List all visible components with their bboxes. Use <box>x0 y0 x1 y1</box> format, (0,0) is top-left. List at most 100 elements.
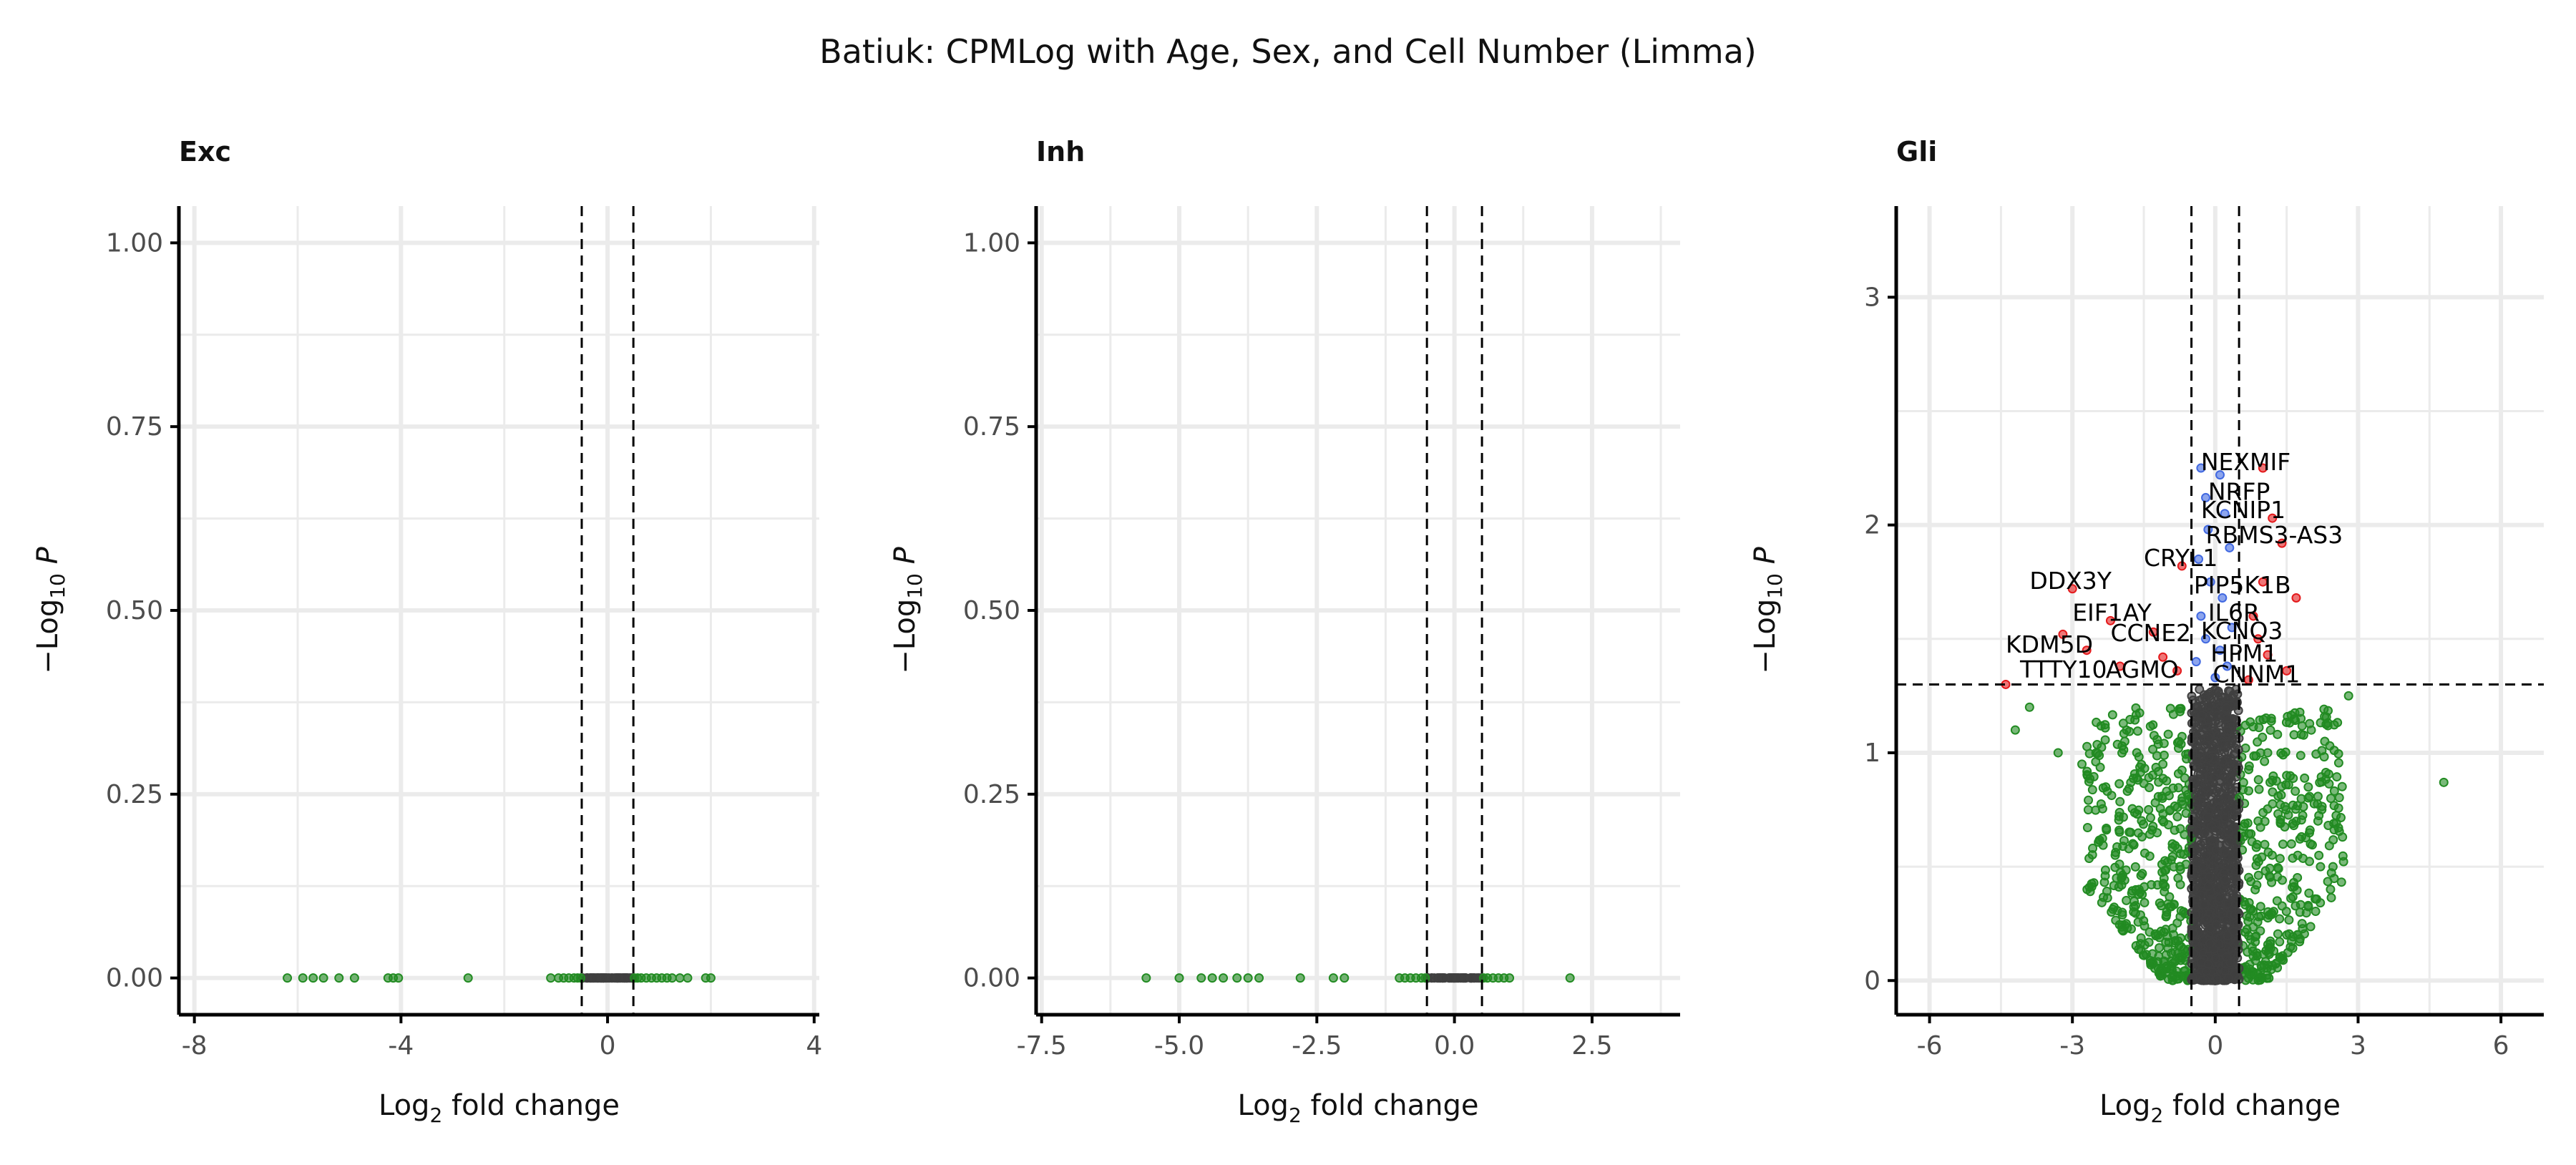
point-log2fc <box>2321 767 2331 777</box>
point-log2fc <box>2250 884 2260 895</box>
point-log2fc <box>2248 975 2258 985</box>
x-tick-label: 4 <box>806 1031 822 1061</box>
point-log2fc <box>2102 887 2112 897</box>
point-log2fc <box>2119 736 2129 746</box>
point-ns <box>2203 882 2213 892</box>
point-ns <box>2198 862 2208 872</box>
x-tick-label: 6 <box>2493 1031 2509 1061</box>
point-log2fc <box>2326 892 2336 902</box>
point-log2fc <box>2124 844 2134 854</box>
point-log2fc <box>2276 748 2286 758</box>
gene-label: KDM5D <box>2006 630 2093 658</box>
point-log2fc <box>2253 775 2263 785</box>
point-log2fc <box>2168 975 2178 985</box>
point-log2fc <box>2297 919 2307 929</box>
point-p-and-log2fc <box>2282 666 2292 676</box>
point-log2fc <box>1328 973 1338 983</box>
point-ns <box>2203 959 2213 969</box>
point-log2fc <box>2265 863 2275 873</box>
point-log2fc <box>2252 854 2262 864</box>
point-log2fc <box>2132 748 2142 758</box>
point-log2fc <box>2268 799 2278 809</box>
point-ns <box>2218 739 2228 749</box>
point-log2fc <box>2283 780 2293 790</box>
point-log2fc <box>2172 966 2182 976</box>
point-log2fc <box>1340 973 1350 983</box>
gene-label: HPM1 <box>2210 640 2278 668</box>
point-log2fc <box>2338 832 2348 842</box>
point-ns <box>2197 711 2207 721</box>
point-log2fc <box>2130 862 2140 872</box>
point-log2fc <box>2295 907 2305 917</box>
point-p <box>2205 577 2215 587</box>
point-log2fc <box>2167 958 2177 968</box>
point-log2fc <box>1232 973 1242 983</box>
y-axis-title: −Log10 P <box>31 546 69 673</box>
point-log2fc <box>2084 795 2094 805</box>
point-log2fc <box>2273 962 2283 973</box>
point-log2fc <box>2301 833 2311 843</box>
point-ns <box>2207 744 2218 754</box>
point-p <box>2194 554 2204 564</box>
point-ns <box>2218 924 2228 934</box>
point-log2fc <box>2253 816 2263 826</box>
point-ns <box>2199 765 2209 775</box>
point-log2fc <box>298 973 308 983</box>
point-log2fc <box>2162 932 2172 942</box>
point-log2fc <box>2304 888 2314 898</box>
point-log2fc <box>2024 702 2034 712</box>
point-ns <box>2203 715 2213 725</box>
gene-label: RBMS3-AS3 <box>2206 521 2343 549</box>
point-log2fc <box>2285 718 2295 728</box>
point-ns <box>2231 841 2241 851</box>
point-p <box>2227 623 2237 633</box>
point-log2fc <box>2243 916 2253 926</box>
point-log2fc <box>2275 937 2285 947</box>
point-log2fc <box>2265 871 2275 881</box>
point-log2fc <box>2100 723 2110 733</box>
point-log2fc <box>1420 973 1430 983</box>
points <box>2001 463 2449 985</box>
point-ns <box>2214 857 2224 867</box>
point-ns <box>2192 756 2202 766</box>
point-log2fc <box>2119 875 2129 885</box>
point-ns <box>2207 799 2218 809</box>
point-log2fc <box>2091 748 2101 758</box>
gene-label: CCNE2 <box>2110 619 2191 647</box>
point-ns <box>2187 691 2197 701</box>
point-log2fc <box>2439 777 2449 787</box>
point-log2fc <box>2124 827 2135 837</box>
point-ns <box>2200 828 2210 838</box>
point-ns <box>2214 939 2224 949</box>
y-tick-label: 1.00 <box>106 228 163 258</box>
point-log2fc <box>2251 751 2261 761</box>
point-log2fc <box>2176 739 2186 749</box>
point-log2fc <box>318 973 328 983</box>
point-log2fc <box>2306 725 2316 735</box>
point-log2fc <box>2146 960 2156 970</box>
point-log2fc <box>2131 710 2141 720</box>
point-p-and-log2fc <box>2268 513 2278 523</box>
gene-label: CNNM1 <box>2213 660 2301 688</box>
point-log2fc <box>2288 853 2298 863</box>
point-log2fc <box>2089 878 2099 888</box>
point-ns <box>2224 973 2234 983</box>
point-ns <box>2202 783 2212 793</box>
point-log2fc <box>2260 957 2270 967</box>
point-log2fc <box>2107 710 2117 720</box>
point-log2fc <box>2336 877 2346 887</box>
x-tick-label: 0.0 <box>1434 1031 1475 1061</box>
point-ns <box>2210 788 2220 798</box>
y-tick-label: 0.25 <box>106 780 163 809</box>
point-log2fc <box>2172 802 2182 812</box>
point-ns <box>2227 739 2237 749</box>
point-log2fc <box>1219 973 1229 983</box>
point-log2fc <box>2082 823 2092 833</box>
point-log2fc <box>2263 913 2273 923</box>
point-log2fc <box>2337 781 2347 791</box>
point-log2fc <box>1243 973 1253 983</box>
x-tick-label: -6 <box>1917 1031 1943 1061</box>
point-log2fc <box>1141 973 1151 983</box>
point-log2fc <box>2162 857 2172 867</box>
point-log2fc <box>2285 942 2296 952</box>
